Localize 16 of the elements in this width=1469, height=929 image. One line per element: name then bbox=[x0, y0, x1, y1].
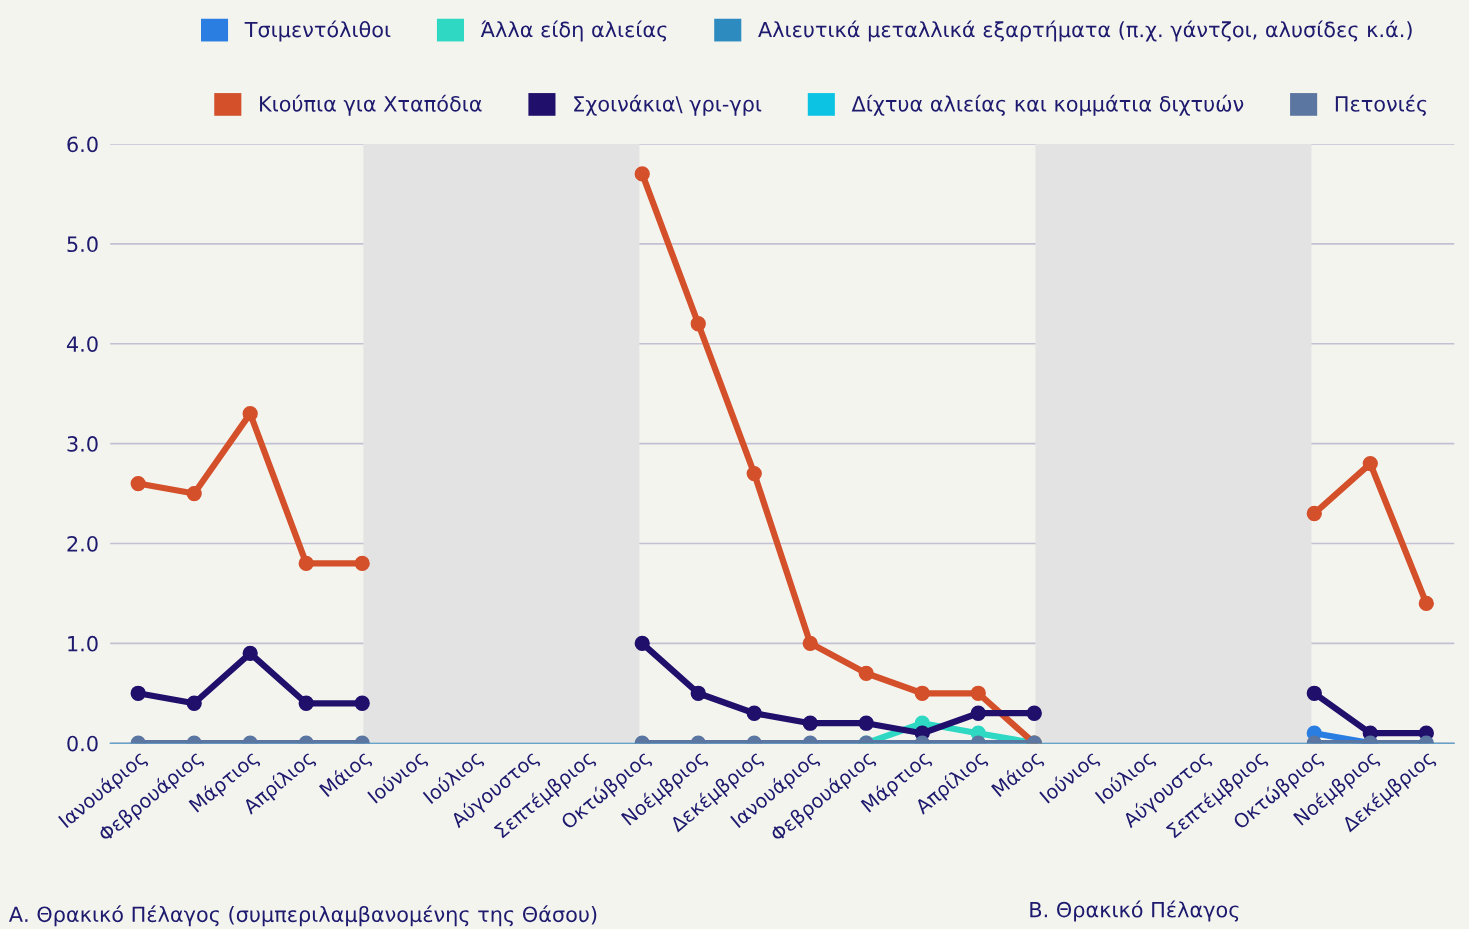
y-tick-label: 6.0 bbox=[67, 136, 98, 153]
legend-label: Αλιευτικά μεταλλικά εξαρτήματα (π.χ. γάντζοι, αλυσίδες κ.ά.) bbox=[758, 20, 1412, 42]
y-tick-label: 1.0 bbox=[68, 635, 98, 652]
text: Α. Θρακικό Πέλαγος (συμπεριλαμβανομένης της Θάσου) bbox=[8, 905, 597, 927]
y-tick-label: 4.0 bbox=[66, 336, 98, 352]
y-tick-label: 3.0 bbox=[67, 436, 98, 452]
y-tick-label: 5.0 bbox=[67, 236, 98, 253]
legend-label: Πετονιές bbox=[1335, 94, 1427, 116]
legend-label: Τσιμεντόλιθοι bbox=[244, 20, 391, 42]
legend-label: Κιούπια για Χταπόδια bbox=[260, 94, 482, 116]
text: Β. Θρακικό Πέλαγος bbox=[1030, 900, 1239, 922]
y-tick-label: 0.0 bbox=[67, 735, 98, 752]
legend-label: Άλλα είδη αλιείας bbox=[480, 20, 667, 42]
legend-label: Δίχτυα αλιείας και κομμάτια διχτυών bbox=[851, 94, 1244, 116]
y-tick-label: 2.0 bbox=[67, 535, 98, 552]
legend-label: Σχοινάκια\ γρι-γρι bbox=[574, 94, 762, 116]
